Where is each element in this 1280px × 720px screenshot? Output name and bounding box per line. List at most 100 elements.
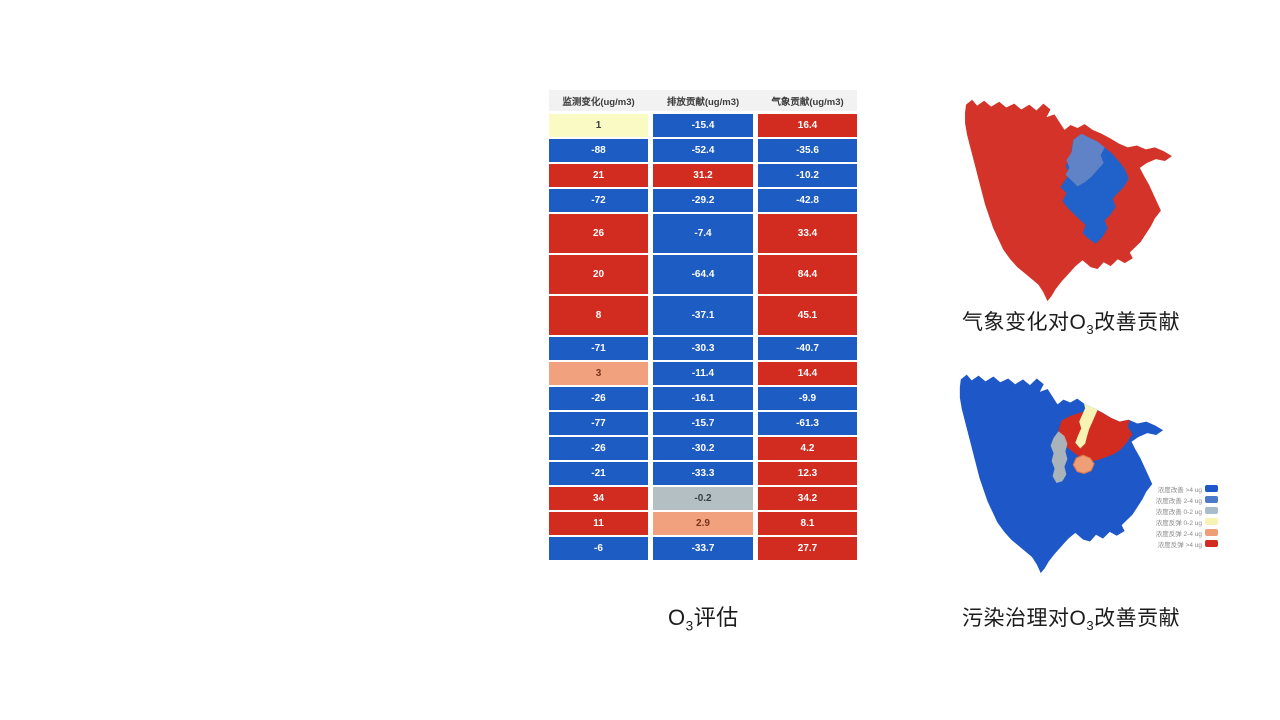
table-row: 11 2.9 8.1 [549,512,857,535]
table-cell: -77 [549,412,648,435]
caption-text: 改善贡献 [1094,607,1181,630]
legend-label: 浓度改善 0-2 ug [1155,508,1202,516]
caption-text: 评估 [693,605,739,630]
table-cell: 2.9 [653,512,753,535]
table-cell: -72 [549,189,648,212]
map2-legend: 浓度改善 >4 ug 浓度改善 2-4 ug 浓度改善 0-2 ug 浓度反弹 0-2… [1142,483,1218,549]
table-row: -26 -30.2 4.2 [549,437,857,460]
table-row: 26 -7.4 33.4 [549,214,857,253]
legend-item: 浓度反弹 >4 ug [1142,538,1218,549]
caption-subscript: 3 [1086,618,1095,634]
legend-color-swatch [1205,496,1218,503]
table-header-row: 监测变化(ug/m3) 排放贡献(ug/m3) 气象贡献(ug/m3) [549,90,857,111]
table-cell: 27.7 [758,537,857,560]
legend-label: 浓度改善 2-4 ug [1155,497,1202,505]
map2-rebound-mid-region [1072,454,1095,475]
legend-color-swatch [1205,507,1218,514]
legend-item: 浓度改善 0-2 ug [1142,505,1218,516]
table-cell: -35.6 [758,139,857,162]
table-cell: 33.4 [758,214,857,253]
table-cell: 34.2 [758,487,857,510]
table-cell: -40.7 [758,337,857,360]
column-header-monitored-change: 监测变化(ug/m3) [562,96,635,108]
table-cell: -30.2 [653,437,753,460]
table-row: 1 -15.4 16.4 [549,114,857,137]
table-cell: -30.3 [653,337,753,360]
table-cell: 31.2 [653,164,753,187]
caption-subscript: 3 [685,618,694,634]
table-cell: -37.1 [653,296,753,335]
table-cell: 45.1 [758,296,857,335]
map1-improvement-mid-region [1065,133,1105,187]
table-cell: 1 [549,114,648,137]
table-cell: 21 [549,164,648,187]
table-caption: O3评估 [668,600,739,633]
table-cell: -26 [549,387,648,410]
legend-item: 浓度改善 2-4 ug [1142,494,1218,505]
table-cell: -33.3 [653,462,753,485]
legend-color-swatch [1205,485,1218,492]
table-cell: -42.8 [758,189,857,212]
table-row: -77 -15.7 -61.3 [549,412,857,435]
table-cell: -0.2 [653,487,753,510]
table-cell: -15.7 [653,412,753,435]
legend-label: 浓度反弹 0-2 ug [1155,519,1202,527]
table-row: 21 31.2 -10.2 [549,164,857,187]
map2-improvement-small-region [1050,431,1068,484]
column-header-meteorology-contribution: 气象贡献(ug/m3) [771,96,844,108]
table-cell: 3 [549,362,648,385]
legend-item: 浓度反弹 0-2 ug [1142,516,1218,527]
legend-color-swatch [1205,540,1218,547]
table-cell: -7.4 [653,214,753,253]
table-row: -88 -52.4 -35.6 [549,139,857,162]
table-cell: 20 [549,255,648,294]
table-cell: -71 [549,337,648,360]
table-cell: 8.1 [758,512,857,535]
legend-item: 浓度反弹 2-4 ug [1142,527,1218,538]
table-row: 34 -0.2 34.2 [549,487,857,510]
map-pollution-control-contribution [959,374,1164,574]
table-cell: -33.7 [653,537,753,560]
legend-color-swatch [1205,529,1218,536]
table-cell: -6 [549,537,648,560]
table-cell: -64.4 [653,255,753,294]
table-cell: 34 [549,487,648,510]
legend-label: 浓度反弹 >4 ug [1157,541,1202,549]
table-cell: 12.3 [758,462,857,485]
table-row: -21 -33.3 12.3 [549,462,857,485]
table-cell: -26 [549,437,648,460]
caption-subscript: 3 [1086,322,1095,338]
table-row: -72 -29.2 -42.8 [549,189,857,212]
legend-label: 浓度反弹 2-4 ug [1155,530,1202,538]
table-cell: -11.4 [653,362,753,385]
assessment-table-rows: 1 -15.4 16.4 -88 -52.4 -35.6 21 31.2 -10.2 -72 -29… [549,114,857,560]
table-cell: -16.1 [653,387,753,410]
table-row: -26 -16.1 -9.9 [549,387,857,410]
table-cell: 14.4 [758,362,857,385]
caption-text: O [668,605,686,630]
o3-assessment-table: 监测变化(ug/m3) 排放贡献(ug/m3) 气象贡献(ug/m3) 1 -15… [549,90,857,562]
table-cell: 26 [549,214,648,253]
column-header-emission-contribution: 排放贡献(ug/m3) [666,96,740,108]
map2-caption: 污染治理对O3改善贡献 [962,602,1180,633]
table-cell: -9.9 [758,387,857,410]
caption-text: 改善贡献 [1094,311,1181,334]
table-row: -71 -30.3 -40.7 [549,337,857,360]
legend-label: 浓度改善 >4 ug [1157,486,1202,494]
table-row: 20 -64.4 84.4 [549,255,857,294]
table-cell: 8 [549,296,648,335]
map-meteorology-contribution [965,99,1172,302]
table-cell: -21 [549,462,648,485]
legend-item: 浓度改善 >4 ug [1142,483,1218,494]
table-cell: 16.4 [758,114,857,137]
table-row: 8 -37.1 45.1 [549,296,857,335]
table-cell: 11 [549,512,648,535]
map2-rebound-strong-region [1058,405,1133,462]
table-row: 3 -11.4 14.4 [549,362,857,385]
legend-color-swatch [1205,518,1218,525]
table-row: -6 -33.7 27.7 [549,537,857,560]
table-cell: 84.4 [758,255,857,294]
table-cell: -15.4 [653,114,753,137]
table-cell: -61.3 [758,412,857,435]
map1-caption: 气象变化对O3改善贡献 [962,306,1180,337]
